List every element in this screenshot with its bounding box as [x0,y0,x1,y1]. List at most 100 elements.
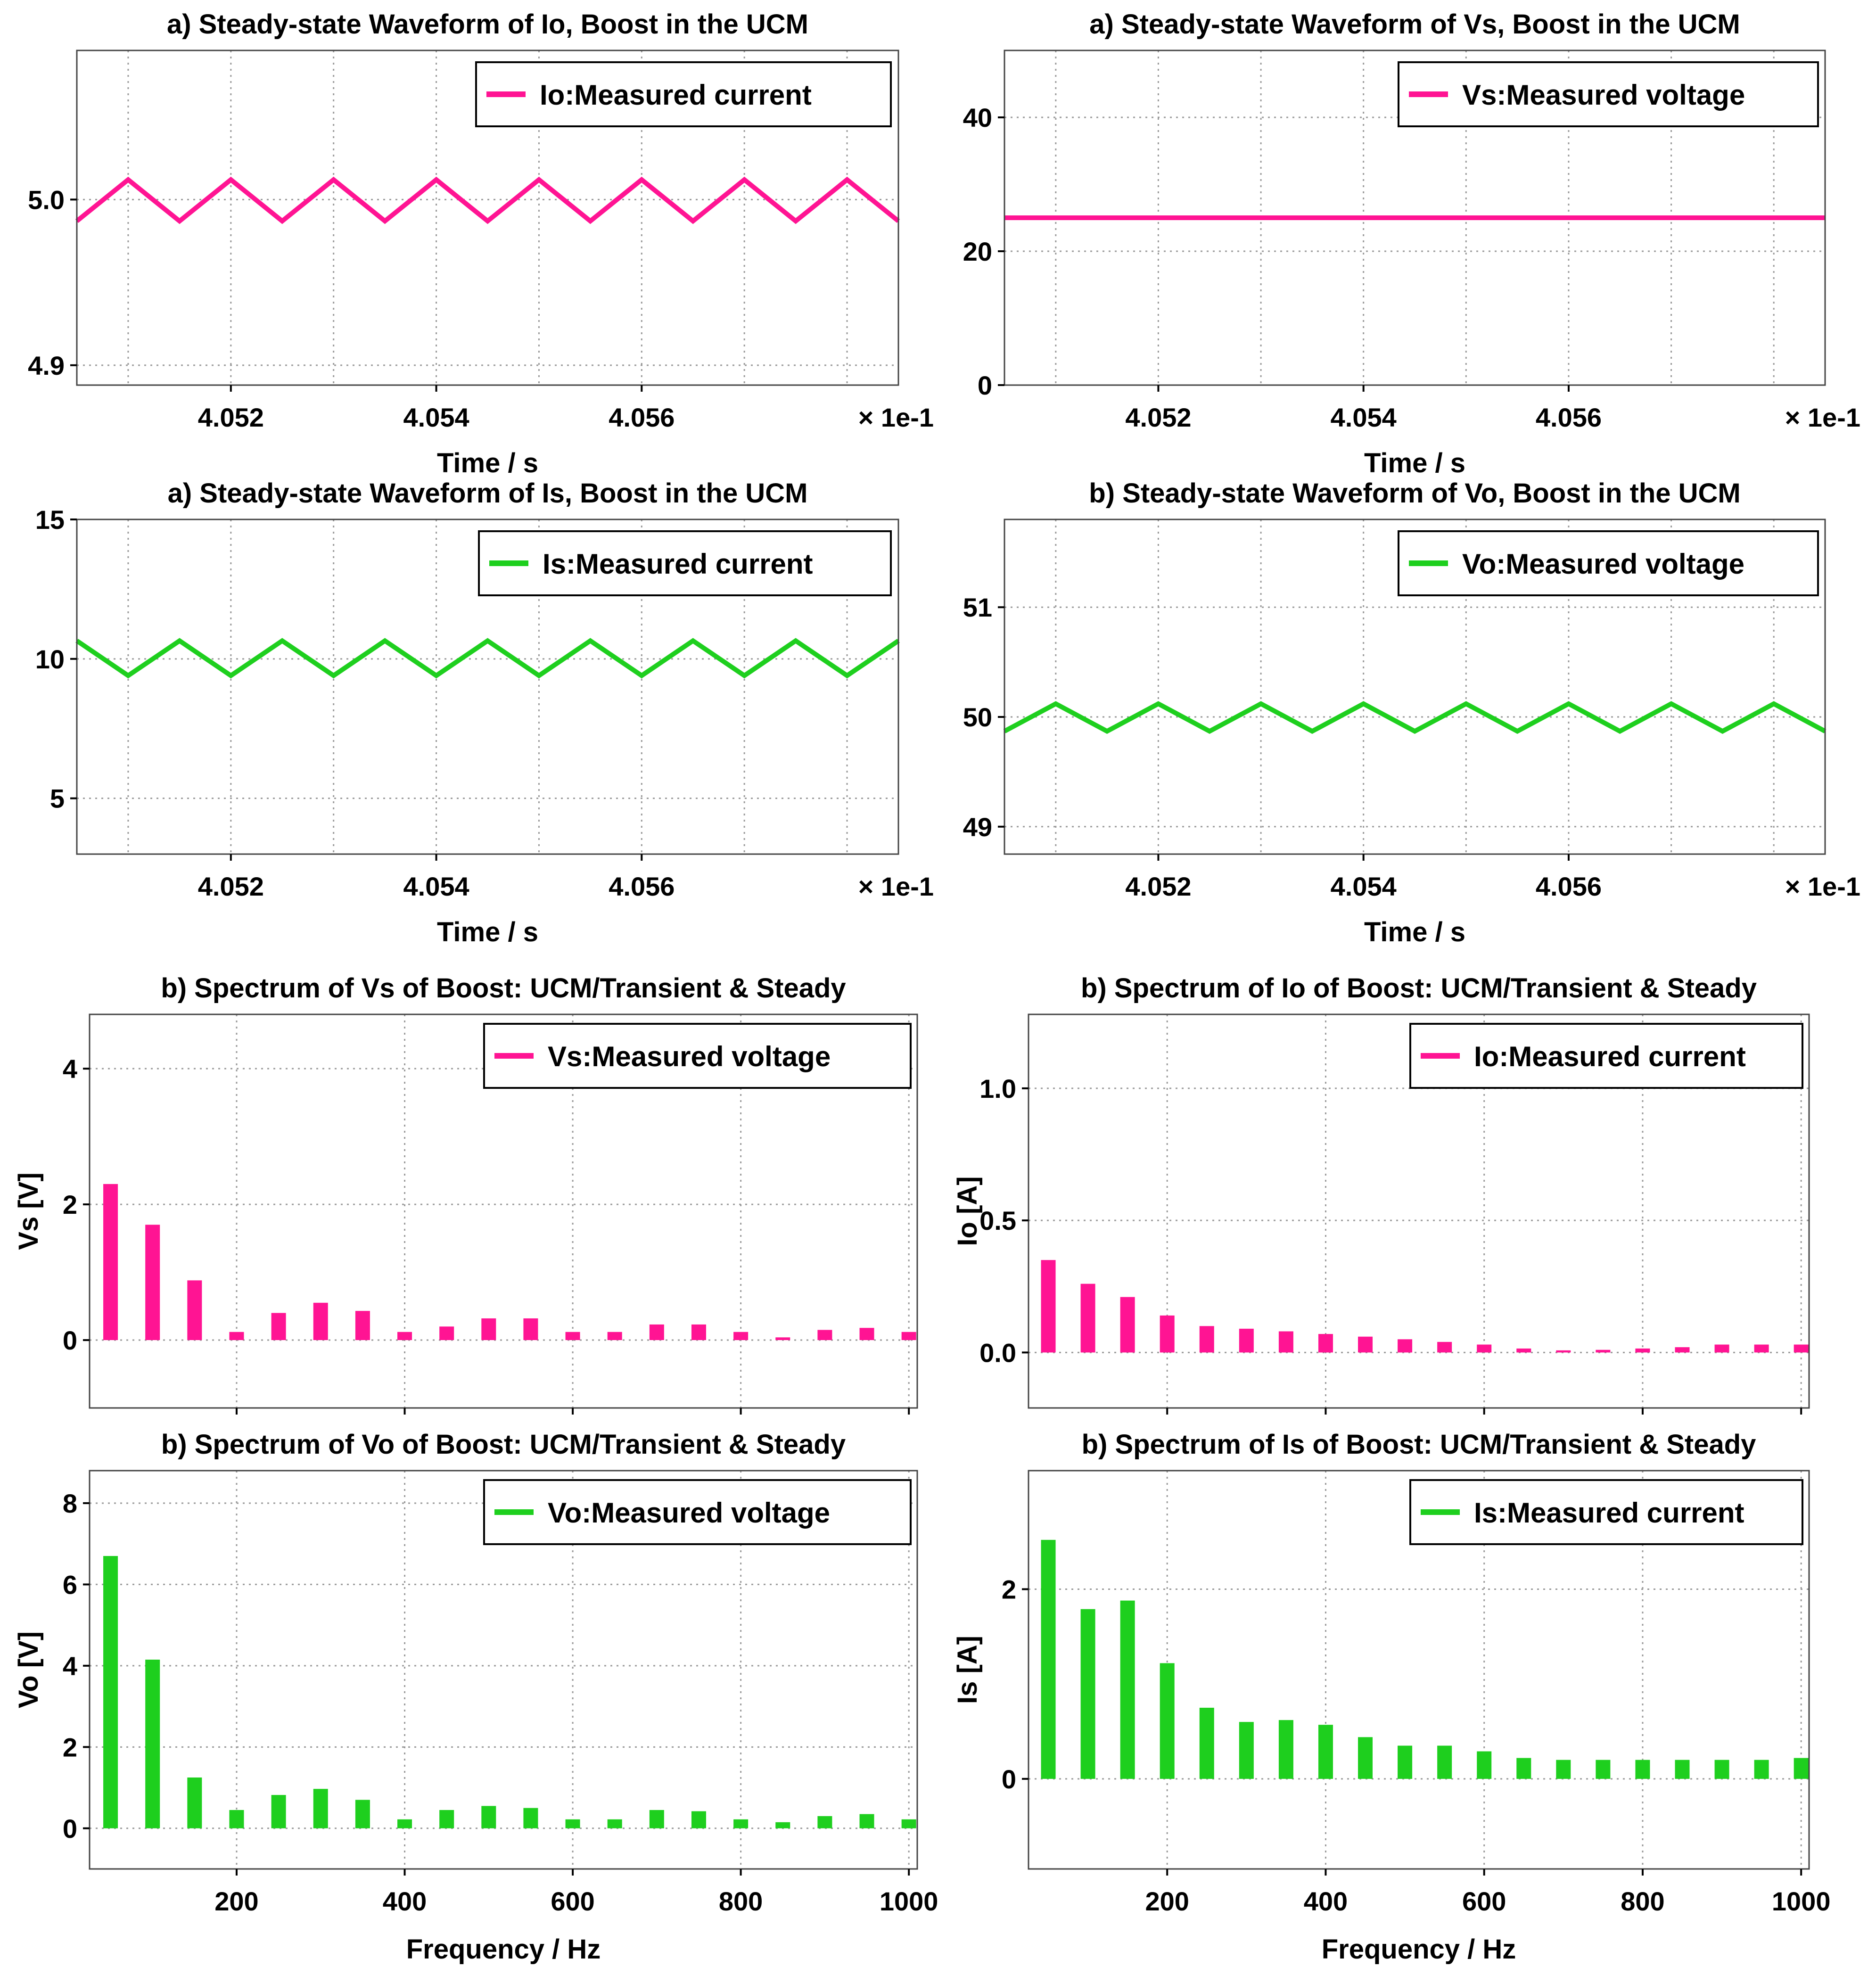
x-tick-label: 4.052 [198,403,264,432]
series-line [75,638,900,679]
legend-box [478,530,892,596]
is-spectrum-chart: 0 2 200 400 600 800 1000 b) Spectrum of Is of B… [952,1429,1830,1965]
y-tick-label: 5.0 [28,185,65,214]
bar [1041,1260,1056,1353]
bar [1199,1707,1214,1779]
bar [649,1810,664,1828]
bar [1477,1344,1492,1353]
bar [1160,1315,1175,1353]
bar [565,1819,580,1828]
x-axis-multiplier: × 1e-1 [858,403,934,432]
y-tick-label: 2 [1002,1574,1016,1604]
bar [1675,1760,1690,1779]
bar [649,1324,664,1341]
y-tick-label: 2 [63,1732,77,1762]
bar [817,1816,832,1828]
x-tick-label: 4.054 [1331,872,1397,901]
bar [103,1556,118,1828]
y-tick-label: 4 [63,1651,77,1681]
x-axis-multiplier: × 1e-1 [1785,403,1860,432]
legend: Vo:Measured voltage [483,1479,912,1545]
plot-frame [1004,518,1826,855]
bar [397,1332,412,1341]
x-tick-label: 400 [1304,1886,1348,1916]
x-axis-multiplier: × 1e-1 [858,872,934,901]
bar [901,1332,916,1341]
y-tick-label: 4.9 [28,351,65,380]
bar [271,1795,286,1828]
plot-frame [1004,49,1826,386]
vs-wave-chart: 0 20 40 4.052 4.054 4.056 × 1e-1 a) Steady-stat… [963,9,1860,478]
is-wave-chart: 5 10 15 4.052 4.054 4.056 × 1e-1 a) Steady-stat… [35,478,934,947]
x-axis-label: Frequency / Hz [1322,1934,1516,1965]
y-tick-label: 0.5 [979,1206,1016,1235]
bar [1754,1344,1769,1353]
legend: Vs:Measured voltage [1398,61,1819,127]
x-axis-multiplier: × 1e-1 [1785,872,1860,901]
bar [691,1324,706,1341]
plot-frame [76,49,899,386]
bar [1358,1336,1373,1353]
x-tick-label: 800 [1621,1886,1664,1916]
bar [691,1811,706,1828]
bar [1754,1760,1769,1779]
chart-title: b) Steady-state Waveform of Vo, Boost in… [1089,478,1740,509]
legend-box [1398,61,1819,127]
bar [1358,1737,1373,1779]
x-tick-label: 200 [214,1886,258,1916]
series-line [75,176,900,224]
bar [1635,1348,1650,1353]
bar [1516,1758,1531,1779]
bar [229,1332,244,1341]
y-tick-label: 20 [963,237,992,266]
bar [1278,1720,1293,1779]
x-tick-label: 400 [383,1886,427,1916]
x-tick-label: 4.054 [403,872,469,901]
legend-label: Is:Measured current [1474,1497,1744,1529]
plot-frame [1028,1013,1810,1409]
legend-box [483,1023,912,1089]
bar [1516,1348,1531,1353]
bar [187,1777,202,1828]
legend-label: Vs:Measured voltage [1462,79,1745,111]
bar [103,1184,118,1341]
bar [1714,1344,1729,1353]
bar [1714,1760,1729,1779]
legend-label: Vs:Measured voltage [548,1041,831,1072]
bar [187,1280,202,1341]
y-tick-label: 0.0 [979,1338,1016,1367]
bar [523,1808,538,1828]
bar [733,1332,749,1341]
plot-frame [76,518,899,855]
x-tick-label: 1000 [1772,1886,1831,1916]
bar [859,1328,874,1341]
y-tick-label: 6 [63,1570,77,1599]
y-axis-label: Is [A] [952,1636,983,1704]
bar [607,1819,622,1828]
bar [313,1789,328,1828]
bar [1596,1760,1611,1779]
x-tick-label: 4.054 [403,403,469,432]
bar [1199,1326,1214,1353]
x-tick-label: 200 [1145,1886,1189,1916]
plot-frame [89,1470,918,1870]
bar [1398,1339,1413,1353]
bar [355,1800,370,1828]
y-tick-label: 49 [963,812,992,842]
bar [1278,1331,1293,1353]
bar [229,1810,244,1828]
legend-label: Vo:Measured voltage [1462,548,1744,580]
y-tick-label: 2 [63,1190,77,1219]
legend: Vs:Measured voltage [483,1023,912,1089]
bar [145,1225,160,1341]
bar [901,1819,916,1828]
x-axis-label: Time / s [1364,448,1465,478]
bar [145,1659,160,1828]
y-tick-label: 4 [63,1054,77,1084]
plot-frame [89,1013,918,1409]
x-tick-label: 600 [1462,1886,1506,1916]
bar [565,1332,580,1341]
x-axis-label: Frequency / Hz [406,1934,601,1965]
y-tick-label: 8 [63,1489,77,1518]
bar [271,1313,286,1341]
